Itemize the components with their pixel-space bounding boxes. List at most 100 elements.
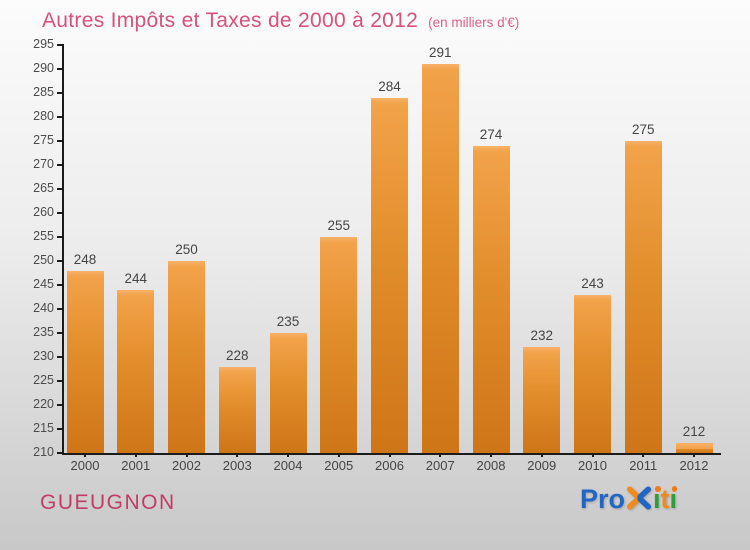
bar-value-label: 248	[73, 251, 97, 267]
y-axis-tick-label: 250	[33, 253, 54, 267]
bar	[371, 97, 408, 453]
bar-chart-plot: 248 2000 244 2001 250 2002 228 2003 235 2004 255 20…	[57, 44, 718, 473]
x-axis-tick-label: 2004	[273, 458, 303, 473]
y-axis-tick	[57, 212, 64, 214]
bar-value-label: 212	[682, 424, 706, 440]
bar-value-label: 250	[175, 242, 198, 257]
y-axis-tick-label: 235	[33, 325, 54, 339]
x-axis-tick-label: 2000	[70, 458, 100, 473]
y-axis-tick-label: 270	[33, 157, 54, 171]
bar	[675, 443, 713, 453]
bar-value-label: 232	[530, 328, 554, 344]
chart-header: Autres Impôts et Taxes de 2000 à 2012 (e…	[42, 9, 519, 33]
y-axis-tick-label: 260	[33, 205, 54, 219]
y-axis-tick	[57, 332, 64, 334]
bar	[168, 261, 205, 453]
chart-title: Autres Impôts et Taxes de 2000 à 2012	[42, 9, 419, 32]
y-axis-tick-label: 225	[33, 373, 54, 387]
y-axis-tick	[57, 164, 64, 166]
y-axis-tick	[57, 188, 64, 190]
logo-letter-o: o	[608, 484, 626, 514]
x-axis-tick-label: 2003	[222, 458, 252, 473]
y-axis-tick	[57, 140, 64, 142]
bar	[117, 289, 155, 453]
y-axis-tick-label: 220	[33, 397, 54, 411]
y-axis-tick-label: 265	[33, 181, 54, 195]
y-axis-tick	[57, 260, 64, 262]
bar	[66, 270, 104, 453]
y-axis-tick	[57, 44, 64, 46]
x-axis-tick-label: 2012	[679, 458, 709, 473]
logo-letter-P: P	[580, 484, 599, 514]
x-axis-tick	[439, 453, 442, 457]
logo-i-dot	[671, 486, 678, 492]
y-axis-line	[62, 45, 64, 455]
x-axis-tick-label: 2011	[629, 458, 658, 473]
bar-value-label: 244	[124, 270, 148, 286]
y-axis-tick	[57, 308, 64, 310]
bar	[320, 237, 358, 453]
bar-value-label: 275	[631, 122, 655, 137]
bar-value-label: 284	[378, 78, 401, 94]
bar	[523, 347, 561, 453]
bar-value-label: 243	[581, 275, 604, 291]
y-axis-tick-label: 285	[33, 85, 54, 99]
logo-letter-i: ı	[653, 484, 661, 514]
bar-value-label: 274	[479, 126, 503, 142]
x-axis-tick	[84, 453, 86, 457]
bar-value-label: 291	[428, 45, 452, 61]
x-axis-tick-label: 2009	[527, 458, 557, 473]
bar-value-label: 228	[225, 347, 249, 363]
y-axis-tick-label: 215	[33, 421, 54, 435]
bar-value-label: 255	[327, 218, 351, 233]
x-axis-tick-label: 2010	[578, 458, 607, 473]
bar	[269, 333, 307, 453]
x-axis-tick	[388, 453, 391, 457]
y-axis-tick-label: 280	[33, 109, 54, 123]
bar	[574, 294, 611, 453]
x-axis-tick-label: 2006	[375, 458, 404, 473]
proxiti-logo: Pro ı tı	[580, 484, 678, 515]
logo-i-dot	[655, 486, 661, 492]
bar	[472, 145, 510, 453]
x-axis-tick-label: 2005	[324, 458, 354, 473]
x-axis-tick	[337, 453, 340, 457]
y-axis-tick	[57, 428, 64, 430]
x-axis-tick	[287, 453, 289, 457]
y-axis-tick	[57, 92, 64, 94]
y-axis-tick	[57, 116, 64, 118]
y-axis-tick-label: 295	[33, 37, 54, 51]
y-axis-tick	[57, 452, 64, 454]
x-axis-tick	[134, 453, 137, 457]
x-axis-tick	[490, 453, 492, 457]
x-axis-tick-label: 2002	[172, 458, 201, 473]
x-axis-tick	[642, 453, 645, 457]
logo-letter-r: r	[598, 484, 609, 514]
x-axis-line	[62, 453, 721, 455]
y-axis-tick-label: 290	[33, 61, 54, 75]
x-axis-tick	[591, 453, 594, 457]
y-axis-tick-label: 210	[33, 445, 54, 459]
logo-letter-t: t	[660, 484, 670, 514]
y-axis-labels: 210 215 220 225 230 235 240 245 250 255 260 265 270 2…	[0, 37, 54, 459]
y-axis-tick	[57, 380, 64, 382]
y-axis-tick-label: 255	[33, 229, 54, 243]
y-axis-tick	[57, 236, 64, 238]
bar	[624, 141, 662, 453]
bar	[421, 64, 459, 453]
y-axis-tick	[57, 356, 64, 358]
logo-x-icon	[627, 486, 652, 510]
y-axis-tick-label: 230	[33, 349, 54, 363]
x-axis-tick-label: 2008	[476, 458, 506, 473]
y-axis-tick	[57, 68, 64, 70]
y-axis-tick-label: 240	[33, 301, 54, 315]
y-axis-tick	[57, 284, 64, 286]
chart-subtitle: (en milliers d'€)	[428, 15, 520, 30]
bar	[218, 366, 256, 453]
x-axis-tick	[185, 453, 188, 457]
x-axis-tick-label: 2001	[121, 458, 151, 473]
x-axis-tick-label: 2007	[425, 458, 455, 473]
x-axis-tick	[540, 453, 543, 457]
logo-letter-i: ı	[669, 484, 678, 514]
